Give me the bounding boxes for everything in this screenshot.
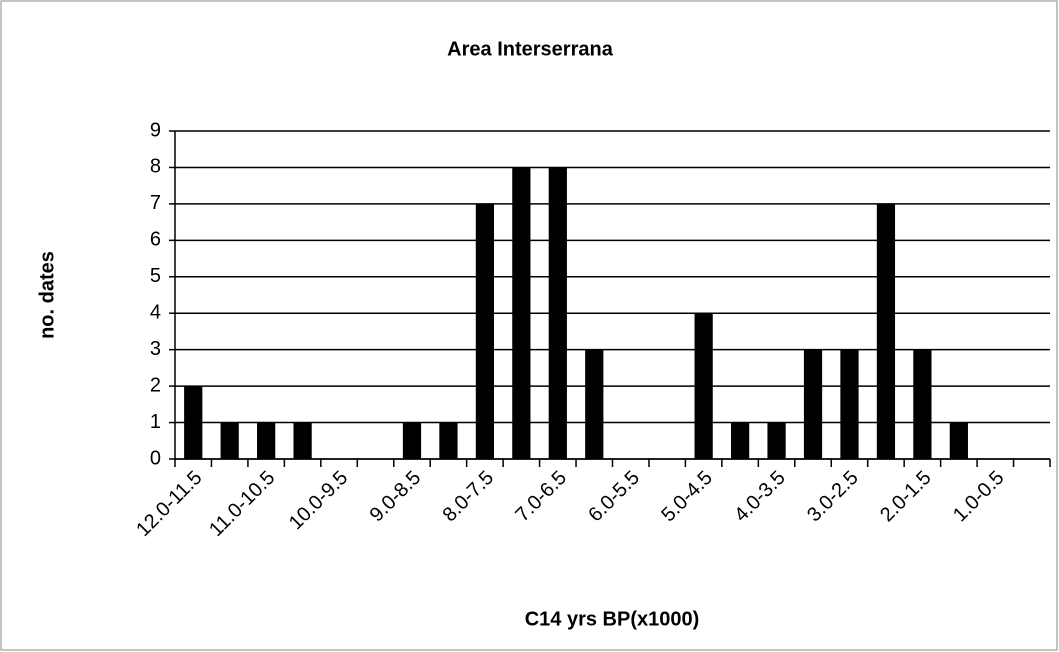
y-tick-label: 9 — [150, 119, 161, 141]
bar — [585, 349, 604, 459]
bar — [184, 386, 203, 459]
y-tick-label: 7 — [150, 192, 161, 214]
y-tick-label: 4 — [150, 302, 161, 324]
bar — [548, 167, 567, 459]
bar — [803, 349, 823, 459]
bar — [876, 203, 896, 459]
y-tick-label: 5 — [150, 265, 161, 287]
x-axis-label: C14 yrs BP(x1000) — [525, 608, 700, 630]
bar — [694, 313, 713, 459]
y-tick-label: 8 — [150, 156, 161, 178]
bar — [913, 349, 932, 459]
y-tick-label: 0 — [150, 447, 161, 469]
bar — [439, 422, 458, 459]
bar — [402, 422, 422, 459]
bar — [730, 422, 750, 459]
bar — [475, 203, 495, 459]
bar — [840, 349, 859, 459]
y-tick-label: 6 — [150, 229, 161, 251]
chart-title: Area Interserrana — [447, 38, 614, 60]
y-tick-label: 3 — [150, 338, 161, 360]
y-axis-label: no. dates — [36, 251, 58, 339]
bar — [293, 422, 312, 459]
bar — [220, 422, 239, 459]
bar — [512, 167, 531, 459]
bar — [257, 422, 276, 459]
y-tick-label: 2 — [150, 374, 161, 396]
bar — [949, 422, 968, 459]
y-tick-label: 1 — [150, 411, 161, 433]
bar — [767, 422, 786, 459]
